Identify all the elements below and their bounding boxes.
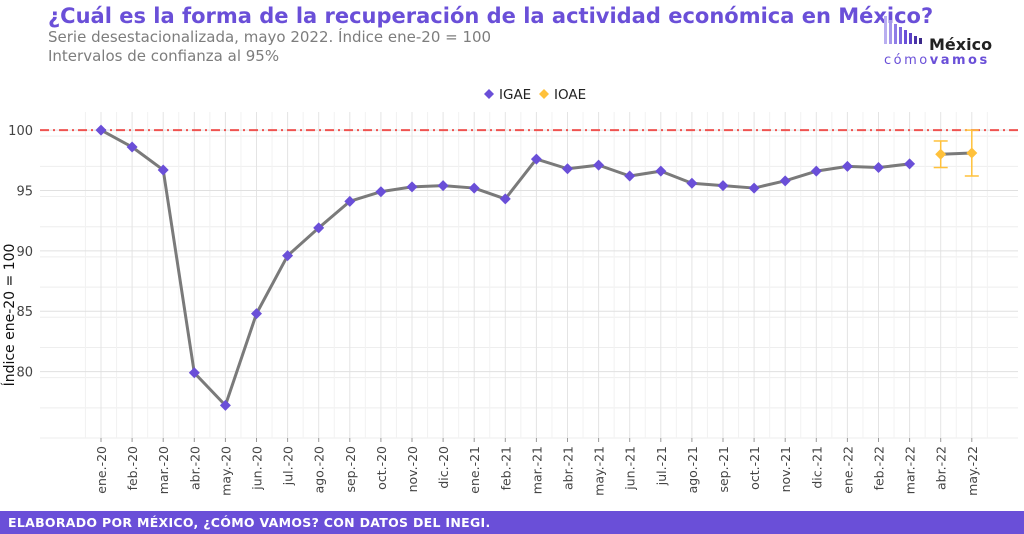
igae-point <box>810 165 822 177</box>
igae-point <box>468 182 480 194</box>
igae-point <box>655 165 667 177</box>
x-tick-label: feb.-20 <box>125 446 140 490</box>
x-tick-label: jul.-21 <box>654 446 669 486</box>
igae-point <box>95 124 107 136</box>
legend-igae-marker <box>484 89 494 99</box>
y-tick-label: 95 <box>16 184 33 199</box>
igae-point <box>219 399 231 411</box>
y-axis: 80 85 90 95 100 <box>8 124 33 380</box>
x-tick-label: abr.-20 <box>187 446 202 490</box>
legend-ioae-label: IOAE <box>554 87 586 103</box>
legend-ioae-marker <box>539 89 549 99</box>
logo-tag-bold: vamos <box>929 53 990 68</box>
x-tick-label: feb.-22 <box>872 446 887 490</box>
chart-series <box>95 124 979 411</box>
x-tick-label: oct.-20 <box>374 446 389 490</box>
igae-point <box>717 180 729 192</box>
igae-point <box>624 170 636 182</box>
igae-point <box>406 181 418 193</box>
mexico-como-vamos-logo: México cómovamos <box>884 14 1014 70</box>
igae-point <box>126 141 138 153</box>
y-tick-label: 85 <box>16 305 33 320</box>
x-tick-label: dic.-20 <box>436 446 451 489</box>
x-tick-label: feb.-21 <box>498 446 513 490</box>
x-axis: ene.-20 feb.-20 mar.-20 abr.-20 may.-20 jun.-… <box>94 438 980 496</box>
igae-point <box>593 159 605 171</box>
igae-point <box>282 250 294 262</box>
x-tick-label: nov.-21 <box>778 446 793 492</box>
x-tick-label: jul.-20 <box>281 446 296 486</box>
igae-point <box>188 367 200 379</box>
x-tick-label: mar.-20 <box>156 446 171 494</box>
x-tick-label: abr.-22 <box>934 446 949 490</box>
x-tick-label: may.-22 <box>965 446 980 496</box>
x-tick-label: ene.-20 <box>94 446 109 494</box>
igae-point <box>313 222 325 234</box>
igae-point <box>251 308 262 320</box>
x-tick-label: may.-20 <box>218 446 233 496</box>
chart-subtitle-confidence: Intervalos de confianza al 95% <box>48 47 280 65</box>
x-tick-label: ago.-21 <box>685 446 700 493</box>
x-tick-label: sep.-20 <box>343 446 358 493</box>
y-tick-label: 90 <box>16 245 33 260</box>
igae-point <box>375 186 387 198</box>
igae-point <box>437 180 449 192</box>
x-tick-label: oct.-21 <box>747 446 762 490</box>
igae-point <box>841 160 853 172</box>
x-tick-label: jun.-21 <box>623 446 638 491</box>
line-chart: 80 85 90 95 100 ene.-20 feb.-20 mar.-20 abr.-20… <box>1 87 1018 496</box>
logo-bars-icon <box>884 16 922 44</box>
logo-tag-light: cómo <box>884 53 930 68</box>
x-tick-label: ago.-20 <box>312 446 327 493</box>
logo-name: México <box>929 35 993 54</box>
footer-bar: ELABORADO POR MÉXICO, ¿CÓMO VAMOS? CON D… <box>0 511 1024 534</box>
x-tick-label: mar.-22 <box>903 446 918 494</box>
igae-point <box>779 175 791 187</box>
ioae-point <box>935 148 947 160</box>
x-tick-label: nov.-20 <box>405 446 420 492</box>
x-tick-label: may.-21 <box>592 446 607 496</box>
x-tick-label: dic.-21 <box>809 446 824 489</box>
chart-grid <box>40 112 1018 439</box>
y-axis-label: Índice ene-20 = 100 <box>1 244 18 387</box>
igae-point <box>499 193 511 205</box>
ioae-point <box>966 147 978 159</box>
igae-point <box>904 158 916 170</box>
igae-point <box>686 177 698 189</box>
igae-point <box>562 163 573 175</box>
footer-source: ELABORADO POR MÉXICO, ¿CÓMO VAMOS? CON D… <box>8 515 491 530</box>
igae-point <box>530 153 542 165</box>
chart-subtitle: Serie desestacionalizada, mayo 2022. Índ… <box>48 28 492 46</box>
igae-point <box>873 162 884 174</box>
igae-point <box>748 182 760 194</box>
x-tick-label: jun.-20 <box>250 446 265 491</box>
y-tick-label: 100 <box>8 124 33 139</box>
x-tick-label: mar.-21 <box>529 446 544 494</box>
igae-point <box>344 195 356 207</box>
chart-title: ¿Cuál es la forma de la recuperación de … <box>48 4 934 28</box>
x-tick-label: abr.-21 <box>561 446 576 490</box>
x-tick-label: ene.-21 <box>467 446 482 494</box>
x-tick-label: ene.-22 <box>840 446 855 494</box>
y-tick-label: 80 <box>16 366 33 381</box>
igae-point <box>157 164 169 176</box>
legend-igae-label: IGAE <box>499 87 531 103</box>
chart-legend: IGAE IOAE <box>484 87 586 103</box>
x-tick-label: sep.-21 <box>716 446 731 493</box>
logo-tagline: cómovamos <box>884 53 990 68</box>
